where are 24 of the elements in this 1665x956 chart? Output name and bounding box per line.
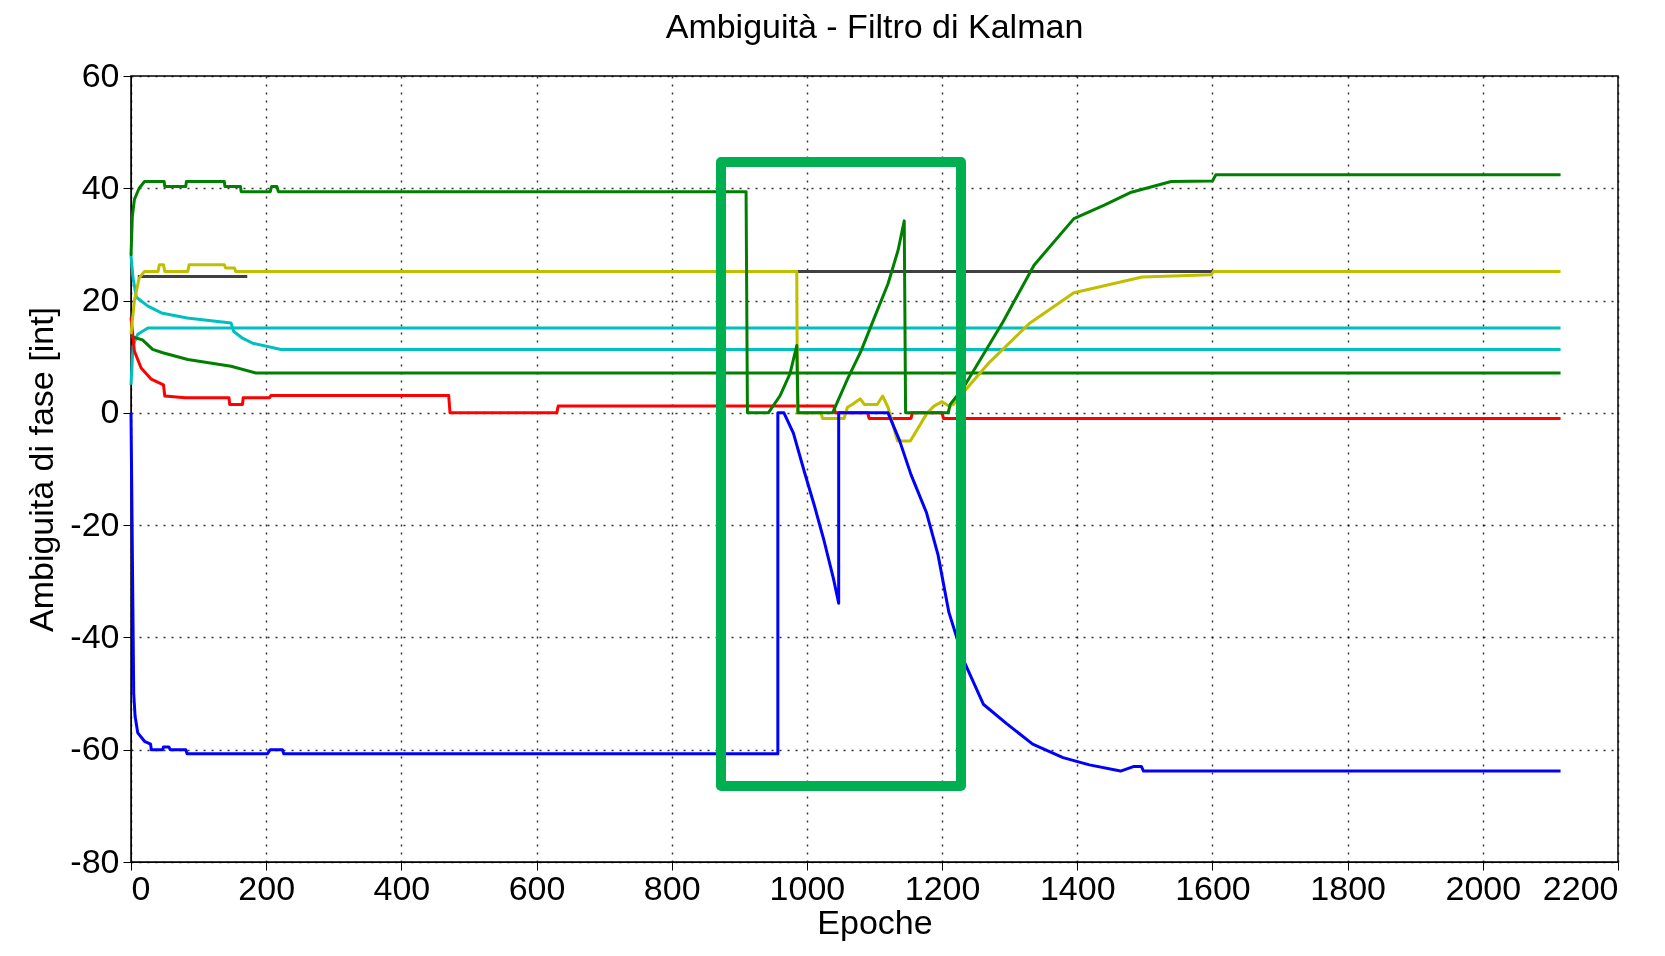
y-tick-label: -60 <box>70 729 120 768</box>
x-tick-label: 2200 <box>1542 868 1619 907</box>
line-series <box>129 411 1563 773</box>
y-tick-label: 0 <box>100 392 120 431</box>
line-series <box>129 315 1563 420</box>
line-series <box>129 263 1563 443</box>
x-tick-label: 1400 <box>1039 868 1116 907</box>
x-tick-label: 0 <box>131 868 151 907</box>
x-tick-label: 200 <box>238 868 296 907</box>
x-tick-label: 600 <box>508 868 566 907</box>
x-tick-label: 2000 <box>1445 868 1522 907</box>
y-axis-title: Ambiguità di fase [int] <box>22 306 61 633</box>
x-tick-label: 800 <box>643 868 701 907</box>
y-tick-label: 20 <box>81 280 120 319</box>
y-tick-label: -80 <box>70 841 120 880</box>
chart-title: Ambiguità - Filtro di Kalman <box>665 7 1084 45</box>
x-tick-label: 1800 <box>1310 868 1386 907</box>
y-tick-label: 40 <box>81 167 120 206</box>
line-series <box>129 173 1563 415</box>
y-tick-label: -20 <box>70 504 120 543</box>
x-tick-label: 1600 <box>1175 868 1251 907</box>
x-tick-label: 400 <box>373 868 431 907</box>
y-tick-label: 60 <box>81 55 120 94</box>
y-tick-label: -40 <box>70 616 120 655</box>
